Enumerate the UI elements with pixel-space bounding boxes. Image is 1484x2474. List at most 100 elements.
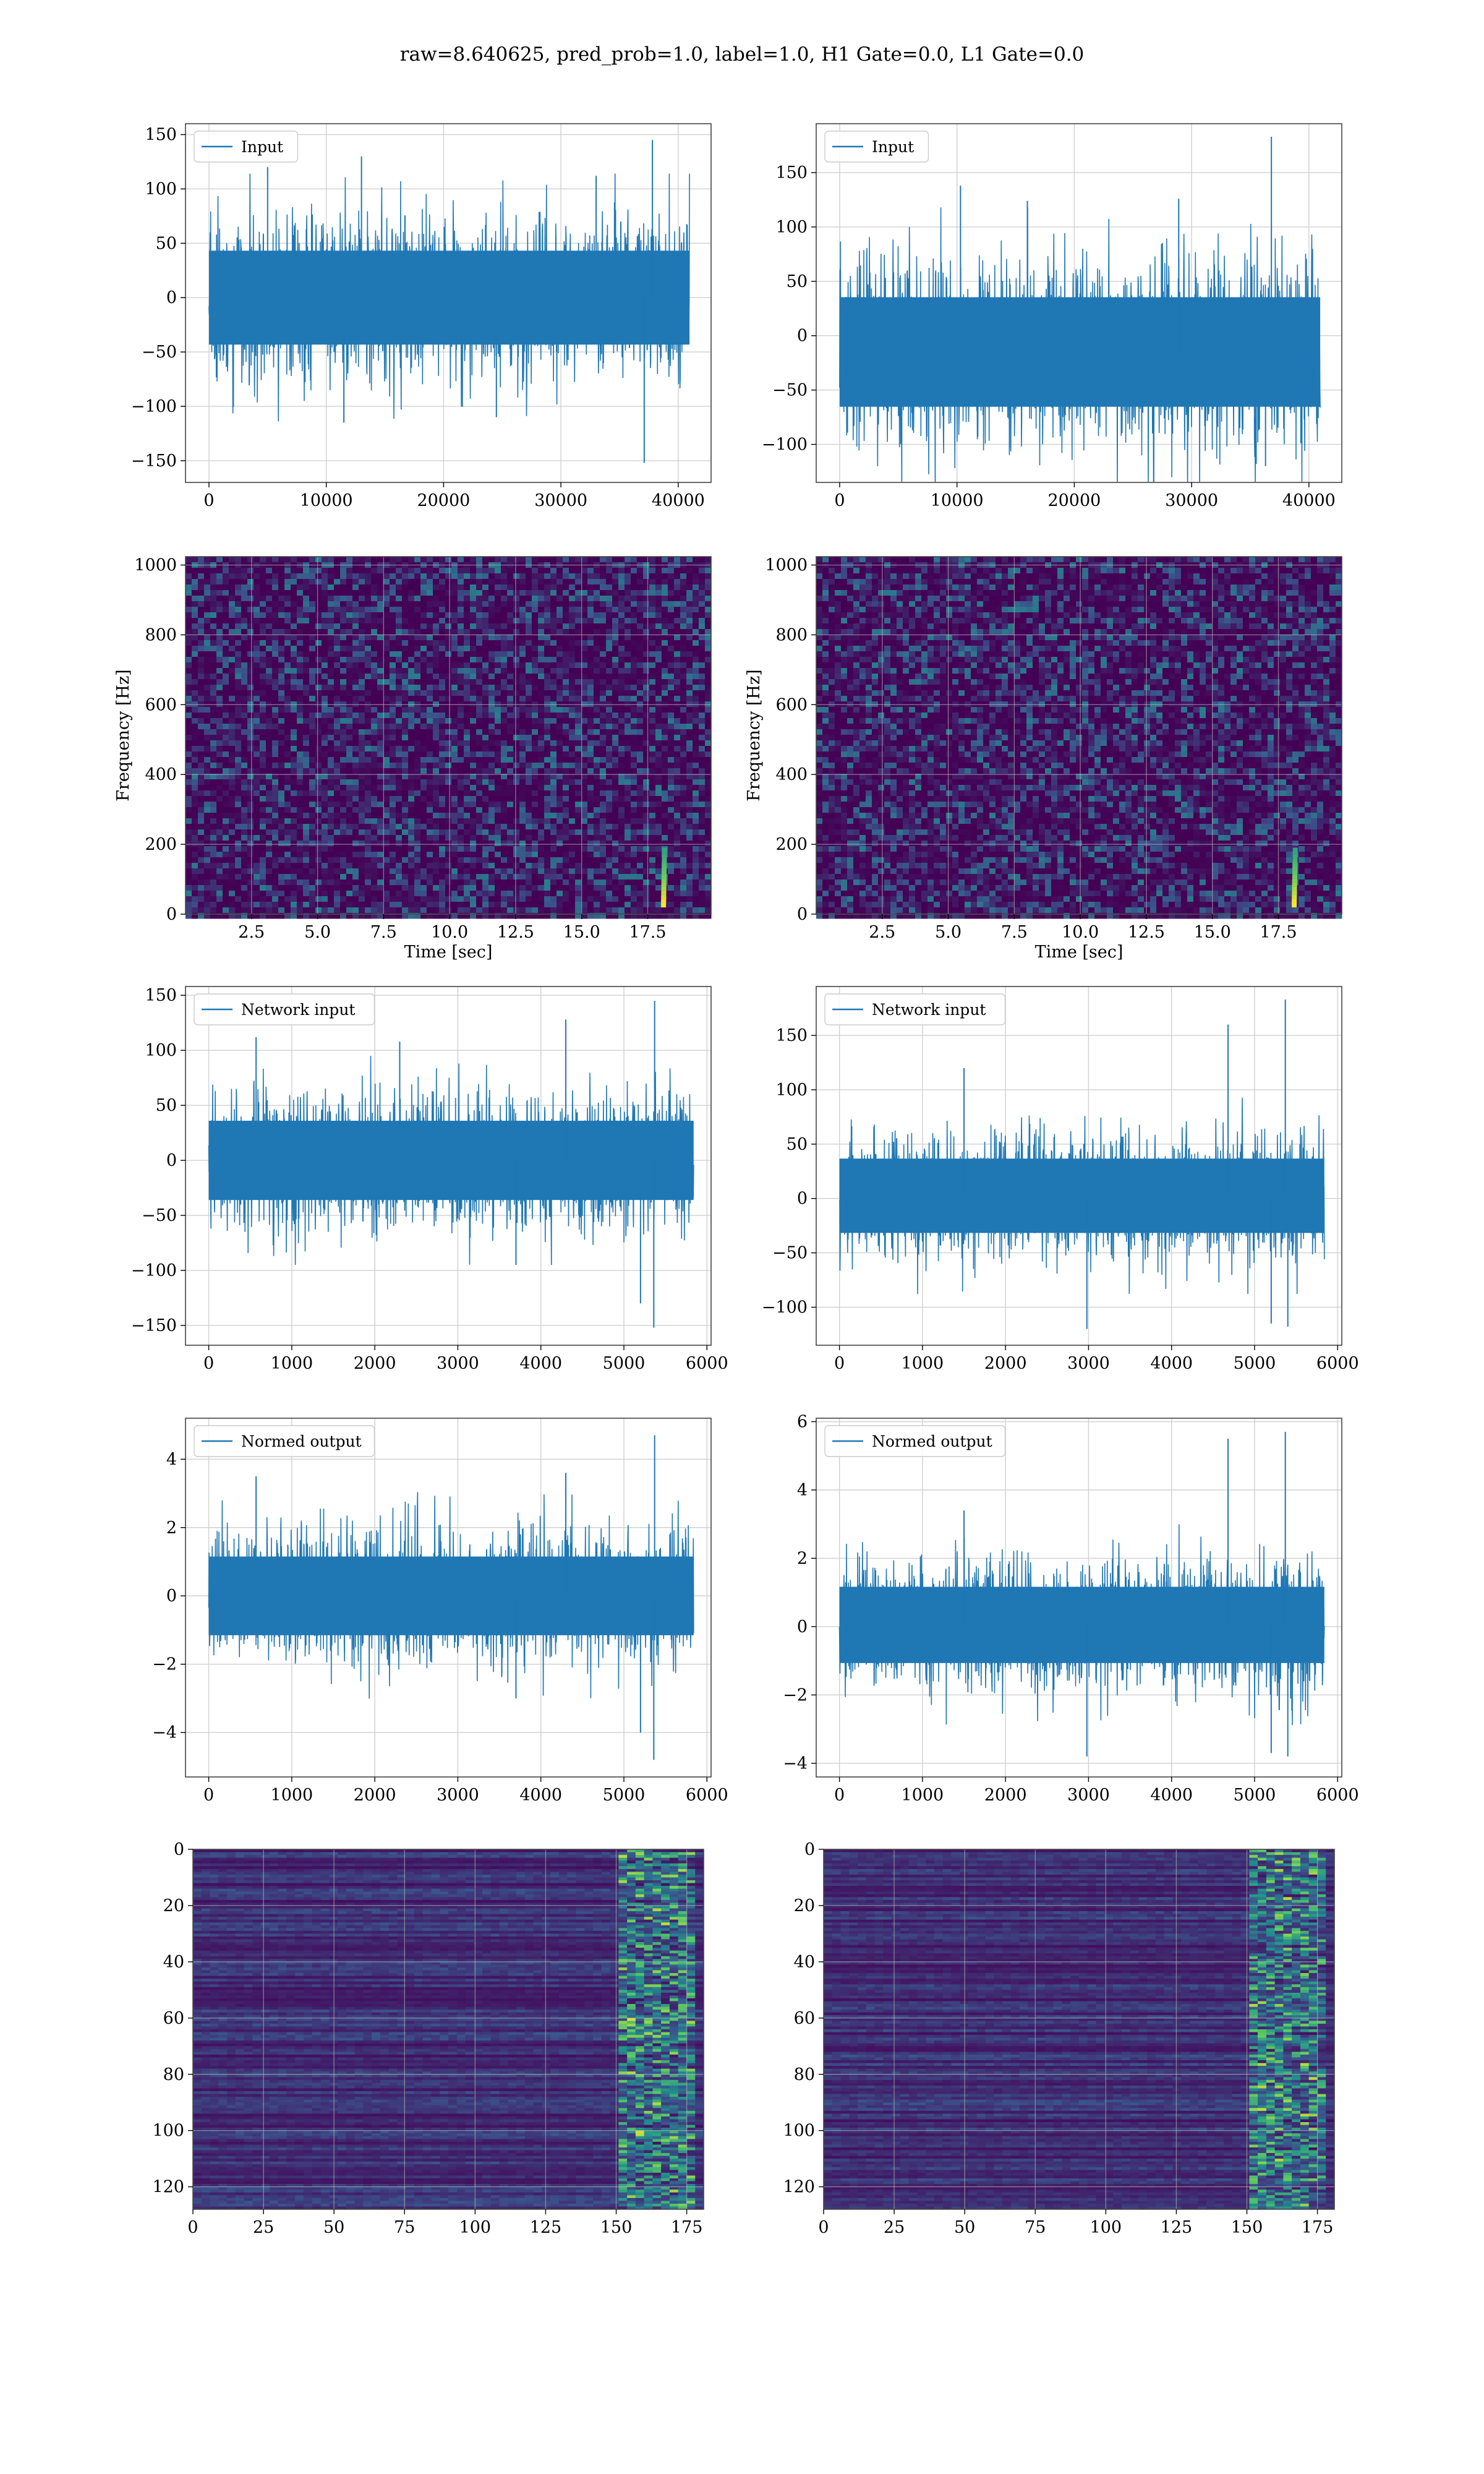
panel-row3-left: 0 1000 2000 3000 4000 5000 6000−150−100−500501… [131,986,728,1373]
y-tick-label: 40 [794,1953,815,1972]
x-tick-label: 40000 [1282,491,1336,510]
y-tick-label: 4 [797,1481,808,1500]
y-tick-label: −50 [142,343,177,362]
y-tick-label: 1000 [765,556,808,575]
y-tick-label: 150 [145,986,177,1005]
y-tick-label: 150 [145,126,177,145]
x-tick-label: 5000 [603,1786,646,1805]
x-tick-label: 4000 [1150,1354,1193,1373]
x-tick-label: 6000 [1316,1786,1359,1805]
x-tick-label: 2000 [984,1354,1027,1373]
panel-row3-right: 0 1000 2000 3000 4000 5000 6000−100−5005010015… [762,987,1359,1373]
y-tick-label: −4 [152,1723,177,1742]
y-tick-label: 0 [166,1151,177,1170]
legend-label: Normed output [241,1432,362,1450]
x-tick-label: 3000 [1067,1354,1110,1373]
legend-label: Input [872,138,914,156]
x-tick-label: 125 [1161,2218,1193,2237]
x-tick-label: 50 [323,2218,344,2237]
x-tick-label: 20000 [417,491,470,510]
x-tick-label: 150 [600,2218,633,2237]
y-tick-label: 50 [156,234,177,253]
spectrogram-cells [816,557,1342,919]
legend-label: Network input [241,1001,355,1019]
x-tick-label: 6000 [1316,1354,1359,1373]
y-tick-label: 60 [794,2009,815,2028]
y-tick-label: −100 [762,435,808,454]
y-tick-label: 150 [775,1026,808,1045]
y-tick-label: −150 [131,452,177,471]
panel-row2-right: 2.5 5.0 7.5 10.0 12.5 15.0 17.5020040060080010… [744,556,1342,962]
x-tick-label: 5000 [1234,1786,1276,1805]
y-tick-label: 0 [166,1586,177,1606]
y-tick-label: 0 [804,1840,815,1859]
x-tick-label: 12.5 [497,923,534,942]
feature-map-cells [193,1849,704,2209]
x-axis-label: Time [sec] [404,943,493,962]
y-tick-label: 0 [166,905,177,924]
y-tick-label: 200 [145,835,177,854]
x-tick-label: 4000 [519,1786,562,1805]
x-tick-label: 7.5 [370,923,397,942]
y-axis-label: Frequency [Hz] [744,669,764,801]
y-tick-label: 100 [775,1081,808,1100]
y-tick-label: 0 [166,288,177,307]
x-tick-label: 30000 [534,491,587,510]
feature-map-cells [824,1849,1334,2209]
panel-row1-left: 0 10000 20000 30000 40000−150−100−5005010015… [131,124,711,510]
x-tick-label: 100 [459,2218,492,2237]
x-tick-label: 30000 [1165,491,1218,510]
x-tick-label: 20000 [1047,491,1101,510]
x-tick-label: 0 [203,491,214,510]
x-tick-label: 40000 [652,491,705,510]
y-tick-label: 100 [783,2121,815,2141]
y-tick-label: 80 [163,2065,184,2084]
y-tick-label: −100 [131,1261,177,1280]
y-tick-label: 0 [797,327,808,346]
y-tick-label: −100 [762,1298,808,1317]
spectrogram-cells [186,557,712,919]
series-core [840,1587,1324,1663]
x-tick-label: 2000 [354,1786,396,1805]
x-tick-label: 0 [834,1786,845,1805]
x-tick-label: 10000 [931,491,984,510]
y-tick-label: 0 [797,1189,808,1209]
y-tick-label: 50 [156,1096,177,1115]
y-tick-label: 600 [775,695,808,714]
x-tick-label: 0 [834,491,845,510]
series-core [209,250,689,345]
x-tick-label: 15.0 [563,923,600,942]
y-tick-label: −2 [783,1685,808,1705]
series-core [840,1158,1324,1233]
x-tick-label: 75 [1025,2218,1046,2237]
x-tick-label: 0 [834,1354,845,1373]
x-tick-label: 7.5 [1001,923,1028,942]
x-tick-label: 5.0 [304,923,331,942]
x-tick-label: 25 [884,2218,905,2237]
x-tick-label: 1000 [271,1354,313,1373]
y-tick-label: −50 [772,1244,808,1263]
series-core [209,1557,694,1635]
x-tick-label: 150 [1231,2218,1263,2237]
y-tick-label: 0 [797,905,808,924]
x-tick-label: 17.5 [1260,923,1297,942]
y-tick-label: 0 [797,1617,808,1637]
x-tick-label: 6000 [686,1786,728,1805]
x-tick-label: 2.5 [238,923,265,942]
y-tick-label: 50 [787,272,808,291]
y-axis-label: Frequency [Hz] [114,669,133,801]
x-tick-label: 100 [1090,2218,1122,2237]
x-tick-label: 5000 [1234,1354,1276,1373]
x-tick-label: 4000 [1150,1786,1193,1805]
x-tick-label: 1000 [271,1786,313,1805]
y-tick-label: 6 [797,1413,808,1432]
legend-label: Network input [872,1001,986,1019]
x-tick-label: 1000 [902,1786,944,1805]
y-tick-label: 100 [152,2121,184,2141]
y-tick-label: 1000 [134,556,177,575]
legend-label: Input [241,138,283,156]
chirp-cell [662,847,667,855]
x-tick-label: 10000 [300,491,353,510]
x-tick-label: 25 [253,2218,274,2237]
x-tick-label: 175 [671,2218,703,2237]
